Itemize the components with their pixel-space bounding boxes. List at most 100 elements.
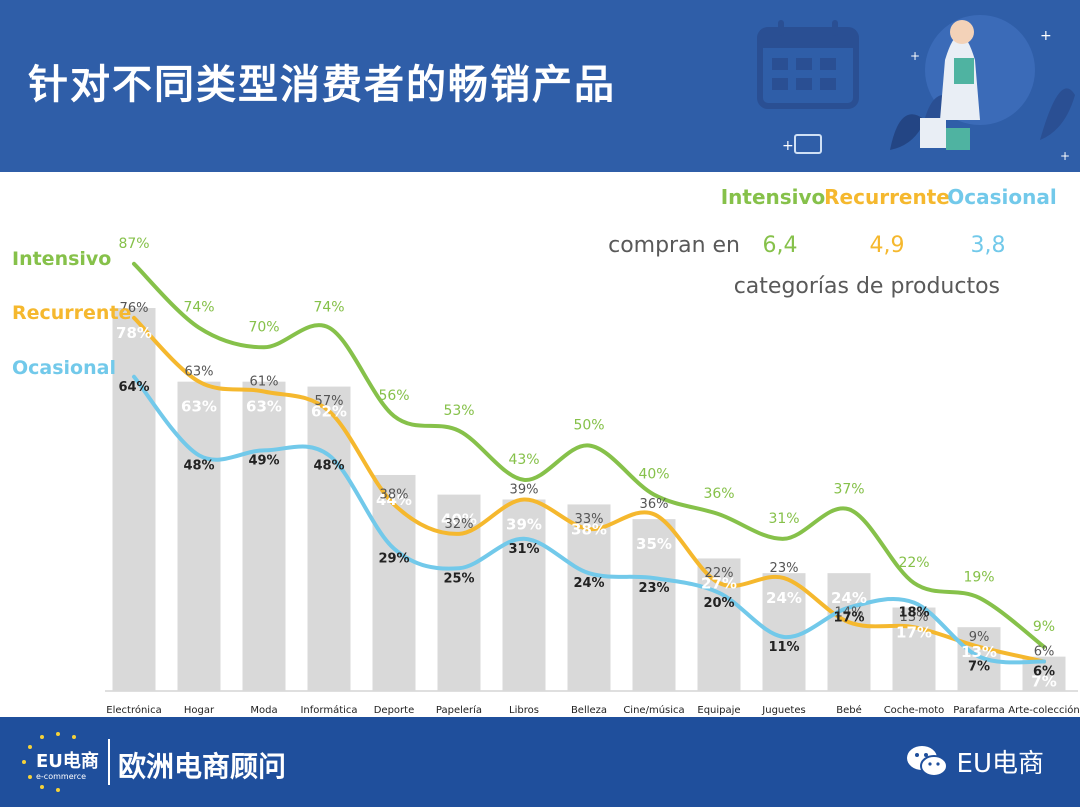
point-label-recurrente-7: 33% [575,512,604,527]
bar-12 [892,607,936,691]
point-label-recurrente-0: 76% [120,301,149,316]
point-label-ocasional-7: 24% [573,576,604,591]
point-label-recurrente-1: 63% [185,365,214,380]
legend-head-ocasional: Ocasional [947,185,1056,209]
point-label-recurrente-2: 61% [250,374,279,389]
x-tick-label-2: Moda [250,705,277,716]
side-legend-recurrente: Recurrente [12,302,131,324]
bestseller-chart: 78%63% 63% 62%44%40% 39% 38%35%27%24% 24%17%1… [12,185,1080,716]
x-tick-label-4: Deporte [374,705,415,716]
point-label-recurrente-11: 14% [835,605,864,620]
bar-1 [177,381,221,691]
line-intensivo [132,261,1046,649]
bar-0 [112,308,156,691]
bar-label-0: 78% [116,324,152,342]
point-label-intensivo-5: 53% [443,403,474,419]
bar-label-9: 27% [701,574,737,592]
point-label-intensivo-0: 87% [118,236,149,252]
point-label-ocasional-6: 31% [508,542,539,557]
point-label-recurrente-10: 23% [770,561,799,576]
bar-label-14: 7% [1031,673,1056,691]
bar-11 [827,573,871,691]
point-label-intensivo-14: 9% [1033,619,1055,635]
bar-8 [632,519,676,691]
point-label-intensivo-7: 50% [573,418,604,434]
point-label-recurrente-9: 22% [705,566,734,581]
wechat-icon [906,746,948,777]
bar-label-4: 44% [376,491,412,509]
bar-label-11: 24% [831,589,867,607]
point-label-recurrente-3: 57% [315,394,344,409]
point-label-recurrente-4: 38% [380,487,409,502]
point-label-intensivo-13: 19% [963,570,994,586]
chart-area: 78% 63% 63% 62% 44% 40% 39% 38% 35% 27% 24% 24% 17% 1… [0,172,1080,717]
x-tick-label-11: Bebé [836,704,862,716]
point-label-intensivo-1: 74% [183,300,214,316]
page-title: 针对不同类型消费者的畅销产品 [28,62,616,108]
svg-text:+: + [782,138,794,154]
point-label-intensivo-11: 37% [833,481,864,497]
bar-label-3: 62% [311,403,347,421]
point-label-ocasional-8: 23% [638,581,669,596]
legend-value-intensivo: 6,4 [763,233,798,258]
line-recurrente [132,315,1046,664]
wechat-account[interactable]: EU电商 [905,741,1044,781]
x-tick-label-10: Juguetes [761,705,805,716]
x-tick-label-8: Cine/música [623,704,684,716]
bar-label-12: 17% [896,624,932,642]
bar-label-5: 40% [441,511,477,529]
shopping-illustration-icon: + + + + [757,15,1075,163]
x-tick-label-3: Informática [300,704,357,716]
eu-ecommerce-logo-icon: EU电商 e-commerce [22,732,99,792]
side-legend-intensivo: Intensivo [12,248,111,270]
point-label-ocasional-10: 11% [768,640,799,655]
side-legend-ocasional: Ocasional [12,357,116,379]
point-label-intensivo-3: 74% [313,300,344,316]
point-label-ocasional-4: 29% [378,552,409,567]
point-label-recurrente-6: 39% [510,483,539,498]
footer-bar: EU电商 e-commerce 欧洲电商顾问 EU电商 [0,717,1080,807]
point-label-ocasional-9: 20% [703,596,734,611]
header-banner: 针对不同类型消费者的畅销产品 + + + + [0,0,1080,172]
bar-label-8: 35% [636,535,672,553]
bar-3 [307,386,351,691]
point-label-intensivo-6: 43% [508,452,539,468]
x-tick-label-14: Arte-colección [1008,704,1079,716]
point-label-recurrente-13: 9% [969,630,990,645]
bar-label-13: 13% [961,643,997,661]
bar-label-10: 24% [766,589,802,607]
bar-label-7: 38% [571,520,607,538]
brand-name: 欧洲电商顾问 [118,750,287,783]
point-label-intensivo-8: 40% [638,467,669,483]
legend-head-intensivo: Intensivo [721,185,826,209]
point-label-intensivo-4: 56% [378,388,409,404]
point-label-ocasional-11: 17% [833,611,864,626]
point-label-intensivo-2: 70% [248,319,279,335]
point-label-intensivo-9: 36% [703,486,734,502]
point-label-intensivo-12: 22% [898,555,929,571]
svg-text:+: + [910,49,920,63]
svg-text:+: + [1060,149,1070,163]
x-tick-label-5: Papelería [436,704,482,716]
point-label-ocasional-14: 6% [1033,665,1055,680]
point-label-intensivo-10: 31% [768,511,799,527]
x-tick-label-13: Parafarma [953,705,1004,716]
x-tick-label-7: Belleza [571,705,607,716]
point-label-ocasional-12: 18% [898,606,929,621]
svg-text:+: + [1040,28,1052,44]
point-label-ocasional-1: 48% [183,458,214,473]
bar-7 [567,504,611,691]
legend-value-recurrente: 4,9 [870,233,905,258]
point-label-ocasional-3: 48% [313,458,344,473]
x-tick-label-12: Coche-moto [884,705,945,716]
line-ocasional [132,374,1046,665]
point-label-recurrente-5: 32% [445,517,474,532]
bar-label-1: 63% [181,398,217,416]
legend-value-ocasional: 3,8 [971,233,1006,258]
point-label-ocasional-5: 25% [443,571,474,586]
point-label-ocasional-2: 49% [248,453,279,468]
point-label-recurrente-14: 6% [1034,645,1055,660]
bar-6 [502,499,546,691]
wechat-label: EU电商 [956,748,1044,779]
x-tick-label-6: Libros [509,705,539,716]
